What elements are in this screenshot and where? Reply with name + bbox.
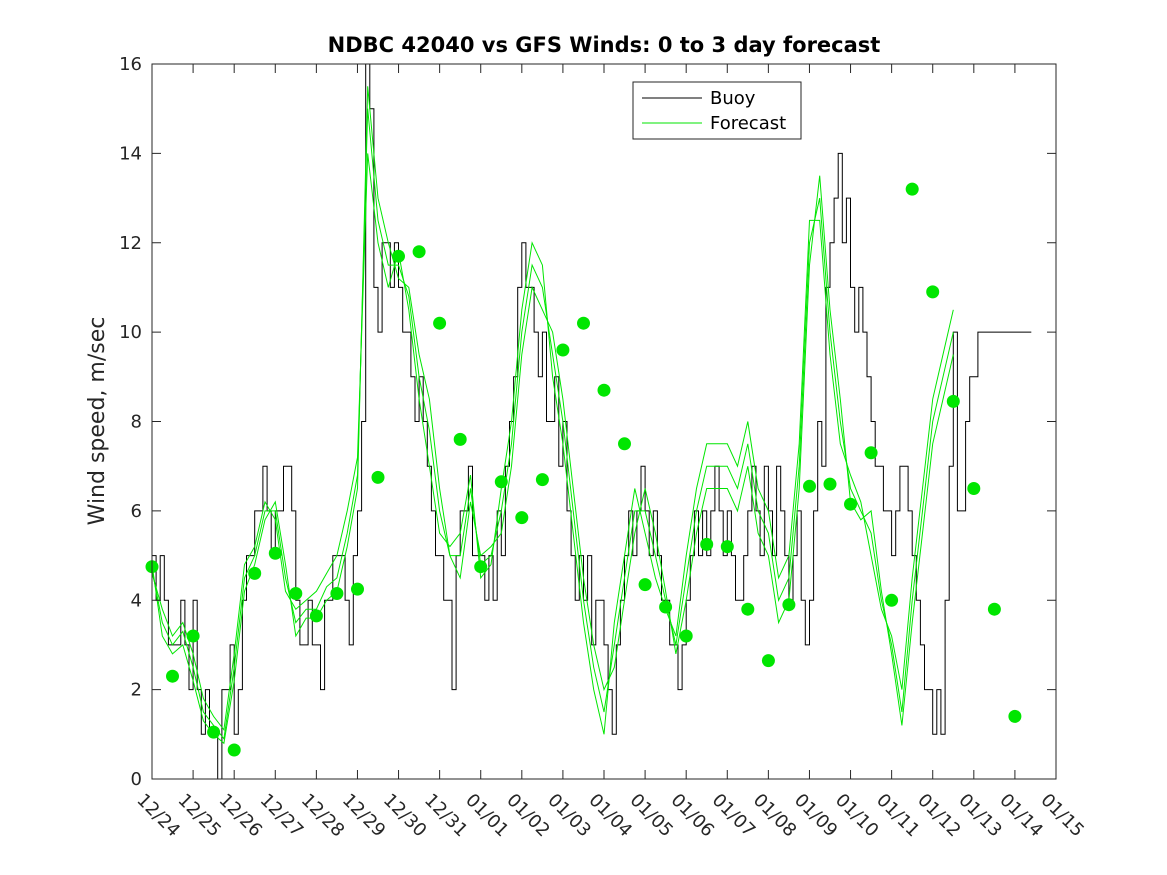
chart-title: NDBC 42040 vs GFS Winds: 0 to 3 day fore… (328, 33, 881, 57)
x-tick-label: 01/06 (667, 790, 719, 842)
x-tick-label: 12/31 (420, 790, 472, 842)
y-tick-label: 4 (131, 590, 142, 611)
legend-buoy-label: Buoy (710, 88, 756, 109)
forecast-marker-point (597, 383, 611, 397)
forecast-marker-point (515, 511, 529, 525)
x-tick-label: 12/29 (338, 790, 390, 842)
x-tick-label: 01/13 (954, 790, 1006, 842)
x-tick-label: 01/10 (831, 790, 883, 842)
x-tick-label: 12/25 (174, 790, 226, 842)
y-tick-label: 0 (131, 769, 142, 790)
forecast-marker-point (535, 473, 549, 487)
y-tick-label: 10 (119, 322, 142, 343)
forecast-marker-point (987, 602, 1001, 616)
forecast-marker-point (803, 479, 816, 493)
forecast-series-line-2 (151, 153, 954, 735)
forecast-marker-point (166, 669, 179, 683)
forecast-marker-point (392, 249, 405, 263)
x-tick-label: 01/07 (708, 790, 760, 842)
forecast-marker-point (926, 285, 940, 299)
forecast-series-line-1 (151, 108, 954, 741)
forecast-marker-point (720, 540, 734, 554)
forecast-marker-point (844, 497, 857, 511)
forecast-marker-point (967, 482, 981, 495)
forecast-marker-point (638, 578, 652, 592)
x-tick-label: 12/26 (215, 790, 267, 842)
plot-area (145, 63, 1032, 780)
x-tick-label: 12/24 (132, 790, 184, 842)
forecast-marker-point (289, 587, 303, 600)
forecast-marker-point (823, 477, 837, 491)
y-axis-label: Wind speed, m/sec (85, 317, 110, 526)
legend-forecast-label: Forecast (710, 113, 786, 134)
forecast-marker-point (351, 582, 364, 596)
x-tick-label: 01/15 (1036, 790, 1088, 842)
forecast-marker-point (207, 725, 221, 739)
x-tick-label: 12/30 (379, 790, 431, 842)
x-tick-label: 12/28 (297, 790, 349, 842)
forecast-marker-point (577, 316, 590, 330)
forecast-series-line-3 (151, 86, 954, 745)
y-tick-label: 8 (131, 412, 142, 433)
forecast-marker-point (864, 446, 878, 460)
legend-box (632, 81, 802, 140)
axes: 024681012141612/2412/2512/2612/2712/2812… (119, 54, 1088, 841)
forecast-marker-point (268, 546, 282, 560)
x-tick-label: 01/03 (543, 790, 595, 842)
x-tick-label: 01/08 (749, 790, 801, 842)
y-tick-label: 14 (119, 143, 142, 164)
forecast-marker-point (885, 593, 899, 607)
forecast-marker-point (453, 432, 467, 446)
y-tick-label: 16 (119, 54, 142, 75)
y-tick-label: 6 (131, 501, 142, 522)
forecast-marker-point (1008, 709, 1022, 723)
x-tick-label: 01/04 (584, 790, 636, 842)
forecast-marker-point (679, 629, 693, 643)
forecast-marker-point (761, 654, 775, 668)
forecast-marker-point (741, 602, 755, 616)
forecast-marker-point (186, 629, 200, 643)
forecast-marker-point (659, 600, 673, 614)
y-tick-label: 12 (119, 233, 142, 254)
x-tick-label: 01/14 (995, 790, 1047, 842)
axes-frame (151, 63, 1057, 780)
x-tick-label: 12/27 (256, 790, 308, 842)
x-tick-label: 01/12 (913, 790, 965, 842)
y-tick-label: 2 (131, 680, 142, 701)
forecast-marker-point (946, 394, 960, 408)
forecast-marker-point (227, 743, 241, 757)
forecast-marker-point (556, 343, 570, 357)
forecast-marker-point (618, 437, 631, 451)
forecast-marker-point (330, 587, 344, 600)
forecast-marker-point (700, 537, 714, 551)
x-tick-label: 01/09 (790, 790, 842, 842)
forecast-marker-point (433, 316, 447, 330)
x-tick-label: 01/02 (502, 790, 554, 842)
x-tick-label: 01/11 (872, 790, 924, 842)
forecast-marker-point (494, 475, 508, 489)
forecast-marker-point (782, 598, 796, 612)
forecast-marker-point (474, 560, 488, 574)
buoy-series-line (152, 63, 1032, 780)
forecast-marker-point (412, 245, 426, 259)
forecast-marker-point (905, 182, 919, 196)
forecast-marker-point (309, 609, 323, 623)
x-tick-label: 01/05 (626, 790, 678, 842)
legend: Buoy Forecast (632, 81, 802, 140)
forecast-marker-point (248, 566, 262, 580)
forecast-marker-point (371, 470, 385, 484)
x-tick-label: 01/01 (461, 790, 513, 842)
